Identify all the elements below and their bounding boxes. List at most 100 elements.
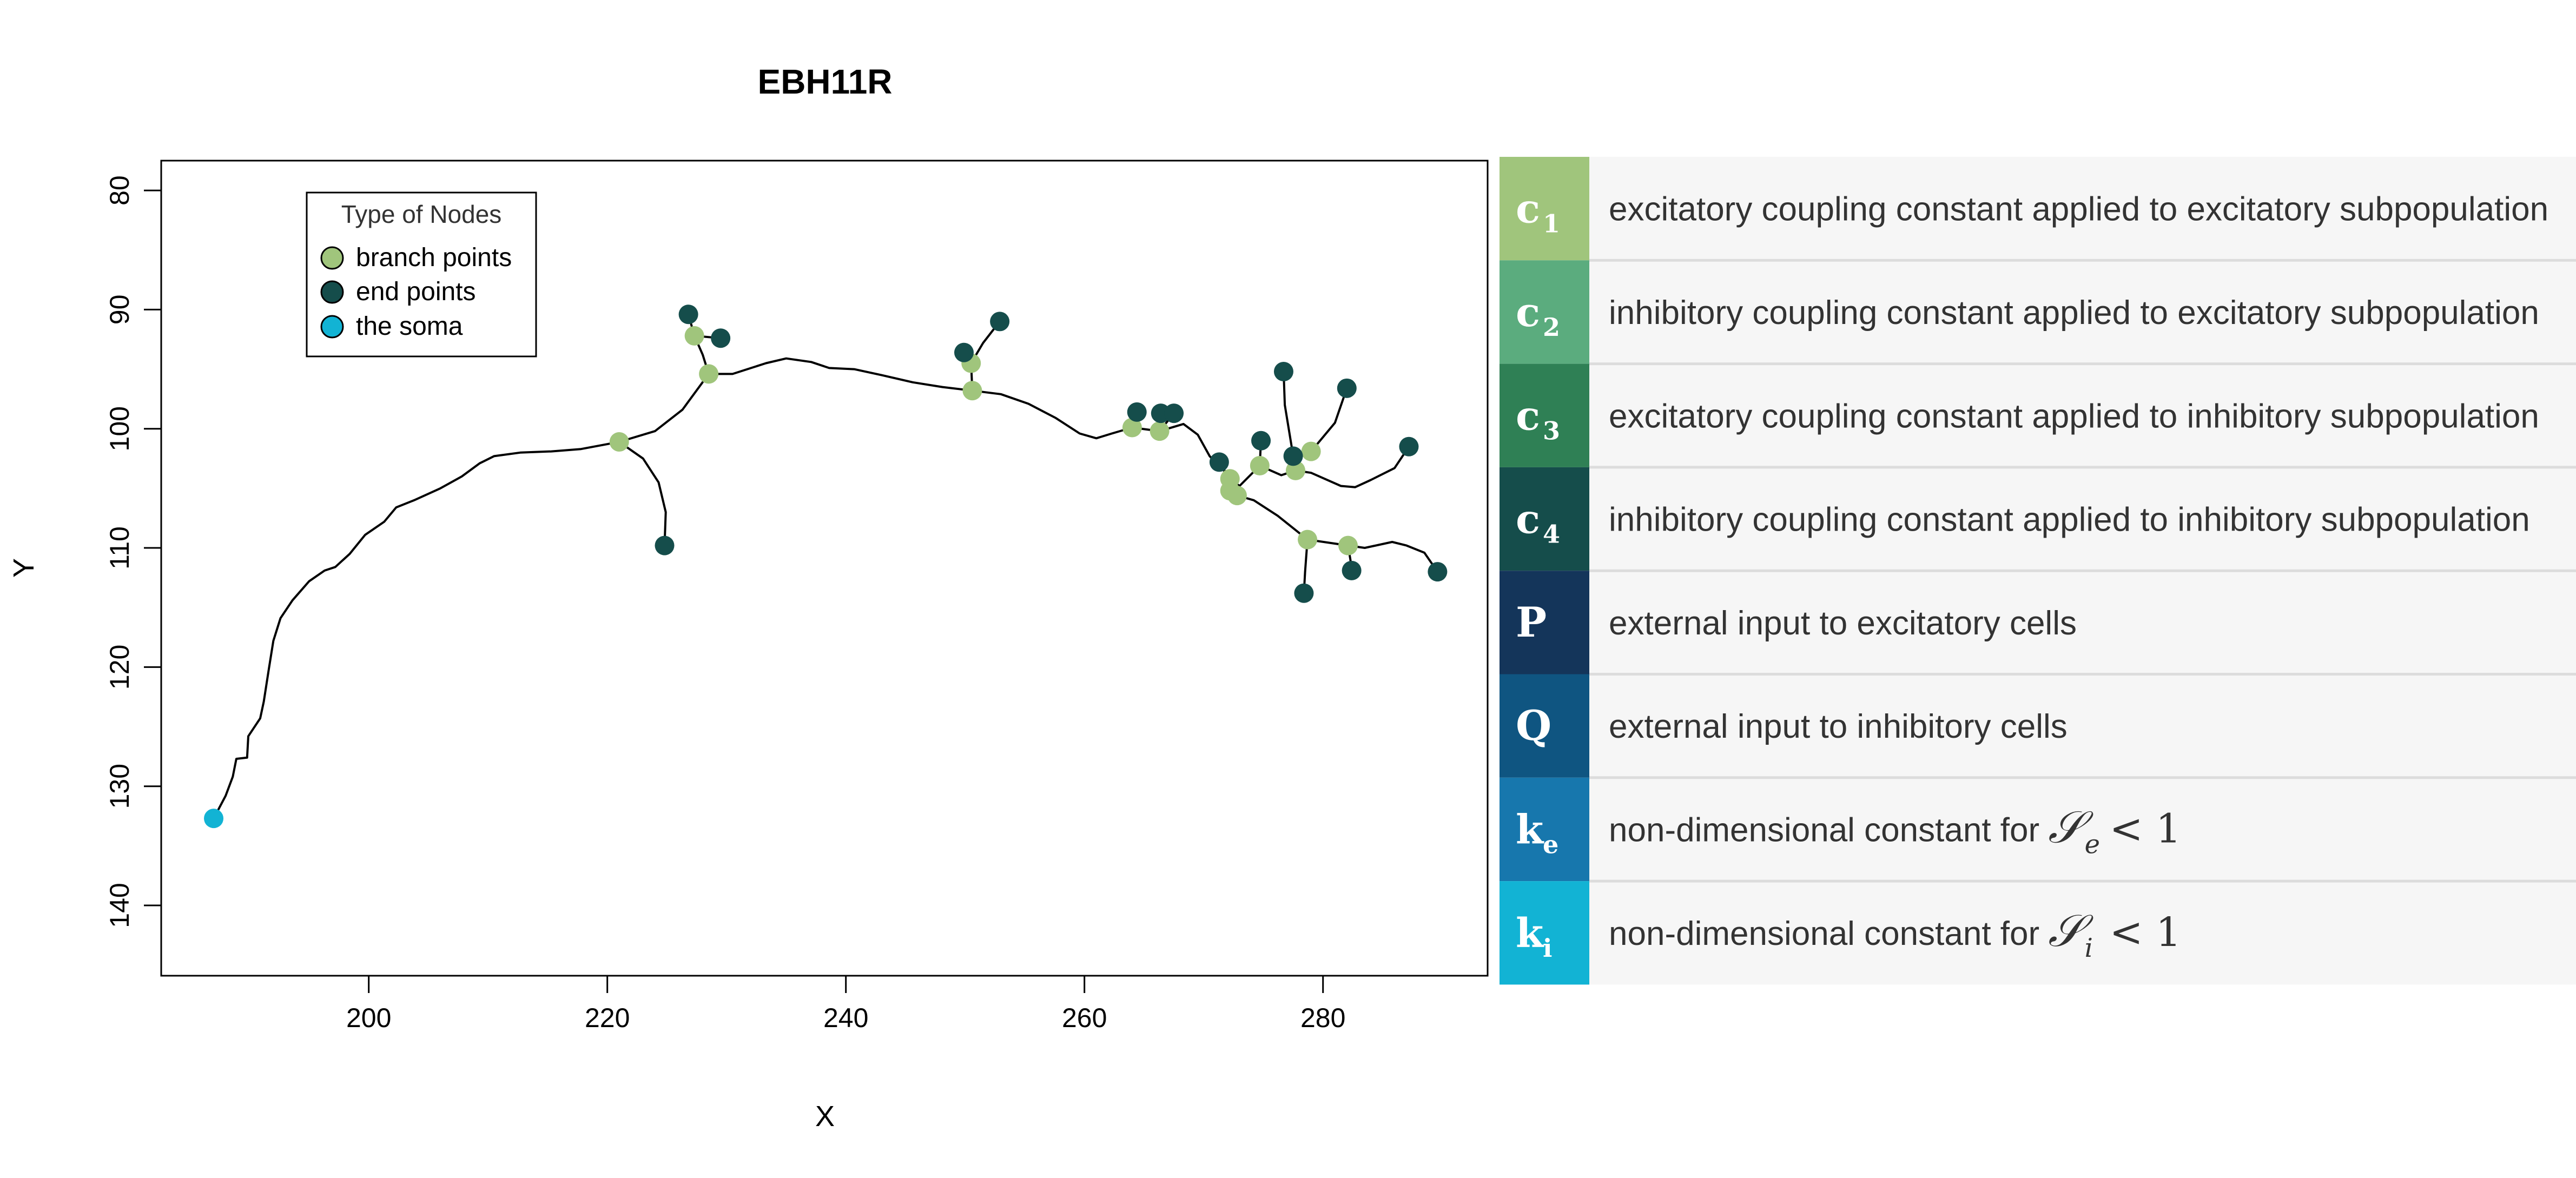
y-tick-label: 120 [104, 645, 135, 690]
parameter-symbol-subscript: e [1543, 830, 1558, 859]
branch-point-marker [1338, 535, 1358, 555]
branch-point-marker [1298, 530, 1318, 550]
y-axis-label: Y [8, 558, 40, 578]
soma-marker [204, 809, 224, 829]
parameter-description-cell [1589, 157, 2576, 261]
parameter-description-cell [1589, 571, 2576, 674]
branch-path [1226, 478, 1439, 573]
legend-label-the-soma: the soma [356, 312, 463, 341]
parameter-description: non-dimensional constant for [1609, 811, 2039, 849]
y-tick-label: 140 [104, 883, 135, 928]
parameter-description: excitatory coupling constant applied to … [1609, 398, 2539, 435]
end-point-marker [711, 328, 731, 348]
x-tick-label: 200 [346, 1003, 391, 1033]
math-inequality: < 1 [2110, 805, 2182, 852]
end-point-marker [1342, 560, 1362, 580]
parameter-symbol-swatch [1500, 157, 1589, 261]
parameter-symbol-subscript: i [1543, 934, 1552, 963]
end-point-marker [954, 342, 974, 362]
parameter-description: non-dimensional constant for [1609, 915, 2039, 952]
legend: Type of Nodes branch points end points t… [306, 191, 537, 358]
main-dendrite-path [213, 357, 1410, 819]
math-subscript: i [2085, 933, 2093, 963]
parameter-description: excitatory coupling constant applied to … [1609, 191, 2548, 228]
branch-point-marker [699, 364, 719, 384]
parameter-description-cell [1589, 467, 2576, 571]
x-tick-label: 260 [1062, 1003, 1107, 1033]
branch-path [1310, 388, 1348, 452]
parameter-symbol-swatch [1500, 363, 1589, 467]
end-point-marker [1294, 583, 1314, 603]
parameter-description-cell [1589, 881, 2576, 985]
branch-point-marker [1122, 418, 1142, 438]
branch-point-marker [1285, 460, 1305, 480]
legend-label-branch-points: branch points [356, 243, 512, 272]
parameter-symbol: Q [1516, 701, 1551, 750]
branch-path [687, 314, 710, 374]
end-point-marker [1337, 378, 1357, 398]
end-point-marker [1127, 402, 1147, 422]
branch-point-marker [1250, 456, 1270, 476]
parameter-symbol-subscript: 3 [1543, 416, 1560, 445]
end-point-marker [1164, 403, 1184, 423]
y-tick-label: 130 [104, 764, 135, 809]
parameter-symbol-swatch [1500, 881, 1589, 985]
parameter-symbol: k [1516, 910, 1544, 957]
parameter-symbol-subscript: 2 [1543, 313, 1560, 342]
end-point-marker [655, 535, 675, 555]
math-subscript: e [2085, 829, 2100, 859]
parameter-description: external input to excitatory cells [1609, 605, 2077, 642]
parameter-row: c 2 inhibitory coupling constant applied t… [1500, 259, 2576, 364]
end-point-marker [1428, 562, 1448, 582]
neuron-nodes [204, 305, 1448, 829]
x-tick-label: 240 [823, 1003, 868, 1033]
parameter-symbol-swatch [1500, 260, 1589, 364]
parameter-description: inhibitory coupling constant applied to … [1609, 501, 2530, 539]
math-inequality: < 1 [2110, 909, 2182, 956]
legend-marker-end-points [320, 280, 344, 304]
y-tick-label: 90 [104, 295, 135, 325]
legend-title: Type of Nodes [341, 200, 502, 228]
y-tick-label: 110 [104, 526, 135, 570]
parameter-description: inhibitory coupling constant applied to … [1609, 294, 2539, 332]
parameter-description-cell [1589, 260, 2576, 364]
end-point-marker [678, 305, 698, 325]
parameter-symbol: k [1516, 806, 1544, 853]
parameter-symbol-swatch [1500, 571, 1589, 674]
parameter-symbol: c [1516, 497, 1540, 543]
end-point-marker [1251, 431, 1271, 451]
x-tick-label: 280 [1300, 1003, 1345, 1033]
branch-point-marker [1150, 421, 1170, 441]
branch-point-marker [962, 381, 982, 401]
parameter-symbol-swatch [1500, 777, 1589, 882]
legend-box [306, 191, 537, 358]
branch-point-marker [1227, 486, 1247, 506]
neuron-traces [213, 314, 1439, 819]
parameter-description: external input to inhibitory cells [1609, 708, 2068, 745]
y-tick-label: 100 [104, 406, 135, 451]
branch-point-marker [1301, 441, 1321, 461]
x-axis: 200 220 240 260 280 [346, 975, 1345, 1033]
end-point-marker [1273, 361, 1293, 381]
branch-point-marker [684, 326, 704, 346]
parameter-row: c 4 inhibitory coupling constant applied t… [1500, 466, 2576, 571]
parameter-symbol-swatch [1500, 467, 1589, 571]
parameter-symbol: c [1516, 393, 1540, 439]
legend-marker-the-soma [320, 315, 344, 339]
parameter-row: c 1 excitatory coupling constant applied t… [1500, 157, 2576, 261]
end-point-marker [1399, 436, 1419, 456]
y-axis: 80 90 100 110 120 130 140 [104, 175, 162, 928]
parameter-description-cell [1589, 363, 2576, 467]
parameter-symbol: P [1516, 598, 1547, 646]
y-tick-label: 80 [104, 175, 135, 206]
x-tick-label: 220 [585, 1003, 630, 1033]
parameter-description-cell [1589, 674, 2576, 778]
legend-marker-branch-points [320, 246, 344, 270]
branch-path [618, 441, 667, 546]
legend-label-end-points: end points [356, 277, 476, 306]
parameter-table: c 1 excitatory coupling constant applied t… [1500, 157, 2576, 985]
